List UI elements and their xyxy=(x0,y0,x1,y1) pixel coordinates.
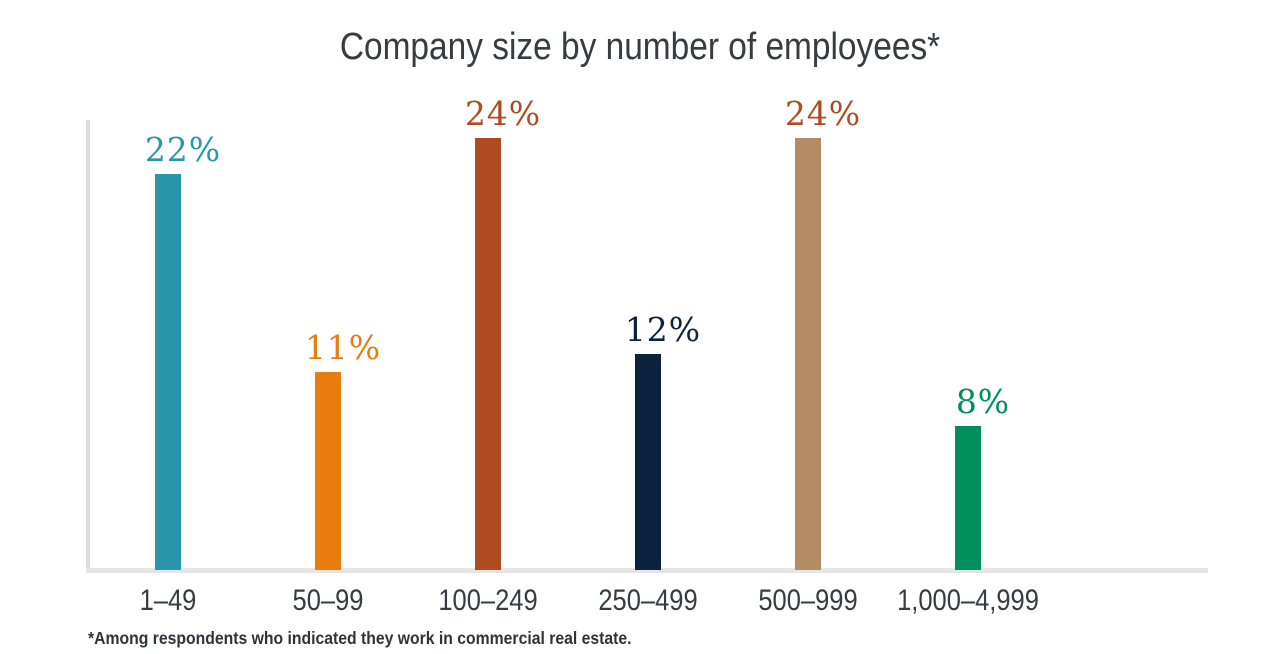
x-axis-label: 1,000–4,999 xyxy=(897,584,1039,617)
y-axis-line xyxy=(86,120,90,573)
bar-group-4: 12% 250–499 xyxy=(568,310,728,616)
bar-group-2: 11% 50–99 xyxy=(248,328,408,616)
bar-value-label: 22% xyxy=(144,130,222,169)
footnote: *Among respondents who indicated they wo… xyxy=(88,628,632,648)
plot-area: 22% 1–49 11% 50–99 24% 100–249 12% 250–499 24% 50… xyxy=(86,97,1208,616)
bar-group-6: 8% 1,000–4,999 xyxy=(888,382,1048,616)
x-axis-label: 50–99 xyxy=(292,584,364,617)
bar-value-label: 12% xyxy=(624,310,702,349)
bar[interactable] xyxy=(635,354,661,570)
bar-group-1: 22% 1–49 xyxy=(88,130,248,616)
bar-value-label: 24% xyxy=(784,94,862,133)
x-axis-line xyxy=(86,568,1208,573)
chart-title: Company size by number of employees* xyxy=(339,26,941,68)
x-axis-label: 500–999 xyxy=(758,584,858,617)
bar[interactable] xyxy=(155,174,181,570)
x-axis-label: 100–249 xyxy=(438,584,538,617)
bar-group-5: 24% 500–999 xyxy=(728,94,888,616)
bar[interactable] xyxy=(955,426,981,570)
bar[interactable] xyxy=(475,138,501,570)
bar[interactable] xyxy=(795,138,821,570)
bar-group-3: 24% 100–249 xyxy=(408,94,568,616)
bar-value-label: 8% xyxy=(955,382,1011,421)
x-axis-label: 250–499 xyxy=(598,584,698,617)
bar-value-label: 11% xyxy=(304,328,382,367)
bar-value-label: 24% xyxy=(464,94,542,133)
x-axis-label: 1–49 xyxy=(139,584,197,617)
bar[interactable] xyxy=(315,372,341,570)
